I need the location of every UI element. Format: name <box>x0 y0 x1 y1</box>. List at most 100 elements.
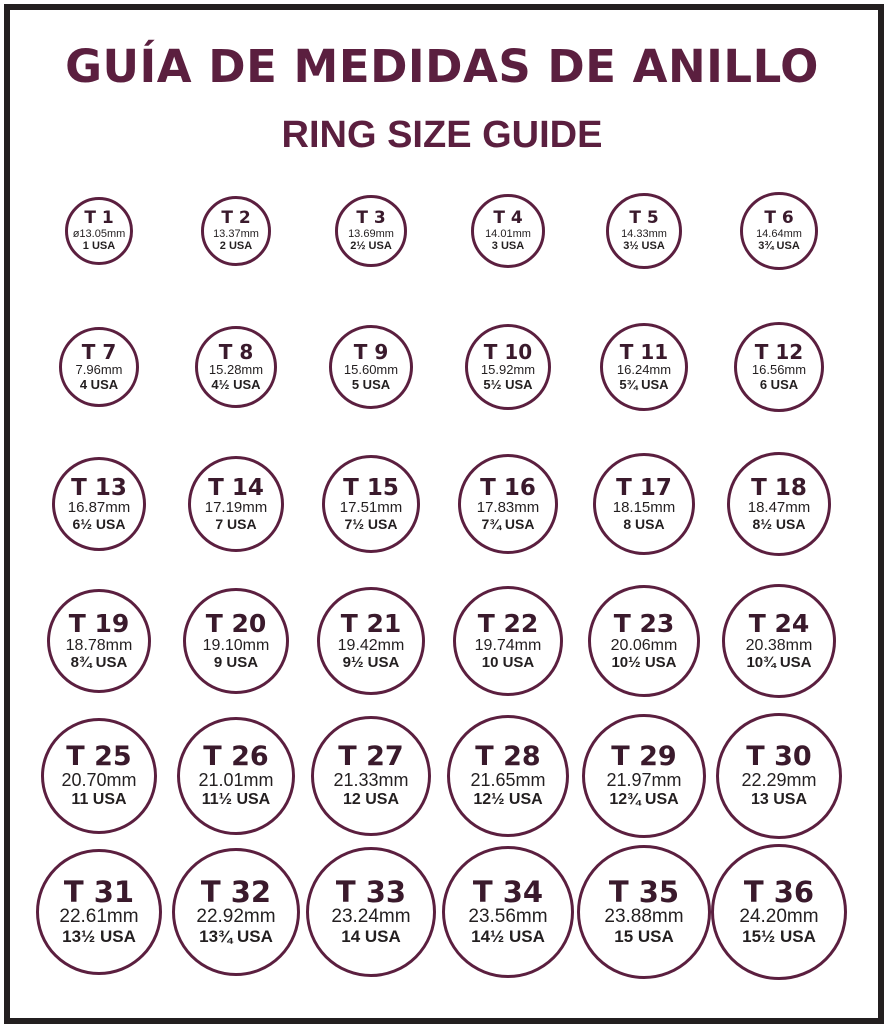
ring-diameter-mm: 22.61mm <box>59 906 139 928</box>
ring-size-label: T 28 <box>475 741 541 773</box>
ring-size-circle: T 28 21.65mm 12½ USA <box>447 715 569 837</box>
ring-size-label: T 3 <box>356 207 386 228</box>
ring-usa-size: 3 USA <box>491 239 525 252</box>
ring-diameter-mm: 22.29mm <box>741 770 817 791</box>
ring-size-label: T 5 <box>629 207 659 228</box>
ring-diameter-mm: 14.64mm <box>756 227 802 240</box>
ring-size-label: T 6 <box>764 207 794 228</box>
ring-usa-size: 2½ USA <box>350 239 392 252</box>
ring-diameter-mm: 22.92mm <box>196 906 276 928</box>
ring-size-label: T 10 <box>483 340 533 365</box>
ring-diameter-mm: 21.33mm <box>333 770 409 791</box>
ring-size-circle: T 16 17.83mm 7¾ USA <box>458 454 558 554</box>
ring-size-circle: T 7 7.96mm 4 USA <box>59 327 139 407</box>
ring-size-circle: T 13 16.87mm 6½ USA <box>52 457 146 551</box>
ring-size-circle: T 2 13.37mm 2 USA <box>201 196 271 266</box>
ring-size-circle: T 20 19.10mm 9 USA <box>183 588 289 694</box>
ring-diameter-mm: 20.38mm <box>745 637 813 655</box>
ring-size-circle: T 19 18.78mm 8¾ USA <box>47 589 151 693</box>
ring-size-label: T 11 <box>619 340 669 365</box>
ring-size-label: T 2 <box>221 207 251 228</box>
ring-usa-size: 9 USA <box>213 653 259 671</box>
ring-size-circle: T 22 19.74mm 10 USA <box>453 586 563 696</box>
ring-usa-size: 11 USA <box>71 791 127 809</box>
ring-size-label: T 30 <box>746 741 812 773</box>
ring-size-label: T 17 <box>616 474 672 501</box>
ring-diameter-mm: 24.20mm <box>739 906 819 928</box>
ring-diameter-mm: 14.01mm <box>485 227 531 240</box>
ring-usa-size: 5¾ USA <box>619 376 669 392</box>
ring-diameter-mm: 20.70mm <box>61 770 137 791</box>
ring-size-circle: T 34 23.56mm 14½ USA <box>442 846 574 978</box>
ring-size-circle: T 10 15.92mm 5½ USA <box>465 324 551 410</box>
ring-size-circle: T 1 ø13.05mm 1 USA <box>65 197 133 265</box>
ring-usa-size: 13¾ USA <box>199 927 273 947</box>
ring-size-circle: T 6 14.64mm 3¾ USA <box>740 192 818 270</box>
ring-usa-size: 4½ USA <box>211 376 261 392</box>
ring-diameter-mm: 21.97mm <box>606 770 682 791</box>
ring-usa-size: 1 USA <box>82 239 116 252</box>
ring-size-circle: T 8 15.28mm 4½ USA <box>195 326 277 408</box>
ring-size-label: T 32 <box>200 874 272 909</box>
ring-usa-size: 14½ USA <box>471 927 545 947</box>
ring-usa-size: 10½ USA <box>611 653 677 671</box>
ring-size-circle: T 26 21.01mm 11½ USA <box>177 717 295 835</box>
ring-diameter-mm: 23.24mm <box>331 906 411 928</box>
ring-size-label: T 13 <box>71 474 127 501</box>
ring-size-label: T 24 <box>748 608 810 638</box>
ring-diameter-mm: 13.69mm <box>348 227 394 240</box>
ring-size-circle: T 24 20.38mm 10¾ USA <box>722 584 836 698</box>
ring-diameter-mm: 7.96mm <box>75 362 123 378</box>
ring-size-circle: T 33 23.24mm 14 USA <box>306 847 436 977</box>
ring-size-label: T 20 <box>205 608 267 638</box>
ring-usa-size: 5 USA <box>351 376 391 392</box>
ring-usa-size: 14 USA <box>341 927 401 947</box>
ring-usa-size: 8 USA <box>623 515 665 532</box>
ring-size-label: T 29 <box>611 741 677 773</box>
ring-usa-size: 2 USA <box>219 239 253 252</box>
ring-size-label: T 15 <box>343 474 399 501</box>
ring-size-label: T 12 <box>754 340 804 365</box>
ring-size-circle: T 30 22.29mm 13 USA <box>716 713 842 839</box>
ring-size-circle: T 32 22.92mm 13¾ USA <box>172 848 300 976</box>
ring-size-label: T 27 <box>338 741 404 773</box>
page-title: GUÍA DE MEDIDAS DE ANILLO <box>65 40 819 93</box>
ring-diameter-mm: 16.24mm <box>616 362 672 378</box>
ring-size-label: T 34 <box>472 874 544 909</box>
ring-size-circle: T 17 18.15mm 8 USA <box>593 453 695 555</box>
ring-size-label: T 1 <box>84 207 114 228</box>
ring-size-label: T 19 <box>68 608 130 638</box>
ring-size-label: T 23 <box>613 608 675 638</box>
ring-size-label: T 26 <box>203 741 269 773</box>
ring-diameter-mm: 19.10mm <box>202 637 270 655</box>
ring-diameter-mm: 16.56mm <box>751 362 807 378</box>
ring-size-circle: T 36 24.20mm 15½ USA <box>711 844 847 980</box>
ring-size-label: T 4 <box>493 207 523 228</box>
ring-diameter-mm: 14.33mm <box>621 227 667 240</box>
ring-usa-size: 13 USA <box>750 791 808 809</box>
ring-size-circle: T 9 15.60mm 5 USA <box>329 325 413 409</box>
page-subtitle: RING SIZE GUIDE <box>281 114 603 156</box>
ring-size-circle: T 27 21.33mm 12 USA <box>311 716 431 836</box>
ring-size-circle: T 31 22.61mm 13½ USA <box>36 849 162 975</box>
ring-size-label: T 7 <box>81 340 117 365</box>
ring-usa-size: 6 USA <box>759 376 799 392</box>
ring-usa-size: 15 USA <box>614 927 674 947</box>
ring-size-circle: T 3 13.69mm 2½ USA <box>335 195 407 267</box>
ring-diameter-mm: ø13.05mm <box>72 227 126 240</box>
ring-size-circle: T 11 16.24mm 5¾ USA <box>600 323 688 411</box>
ring-size-circle: T 15 17.51mm 7½ USA <box>322 455 420 553</box>
ring-usa-size: 7½ USA <box>344 515 398 532</box>
ring-size-label: T 33 <box>335 874 407 909</box>
ring-size-label: T 25 <box>66 741 132 773</box>
ring-diameter-mm: 19.42mm <box>337 637 405 655</box>
ring-diameter-mm: 15.60mm <box>343 362 399 378</box>
ring-diameter-mm: 17.51mm <box>339 499 403 517</box>
ring-diameter-mm: 18.15mm <box>612 499 676 517</box>
ring-usa-size: 6½ USA <box>72 515 126 532</box>
ring-size-label: T 18 <box>751 474 807 501</box>
ring-usa-size: 7¾ USA <box>481 515 535 532</box>
ring-size-circle: T 35 23.88mm 15 USA <box>577 845 711 979</box>
ring-diameter-mm: 17.19mm <box>204 499 268 517</box>
ring-size-label: T 36 <box>743 874 815 909</box>
